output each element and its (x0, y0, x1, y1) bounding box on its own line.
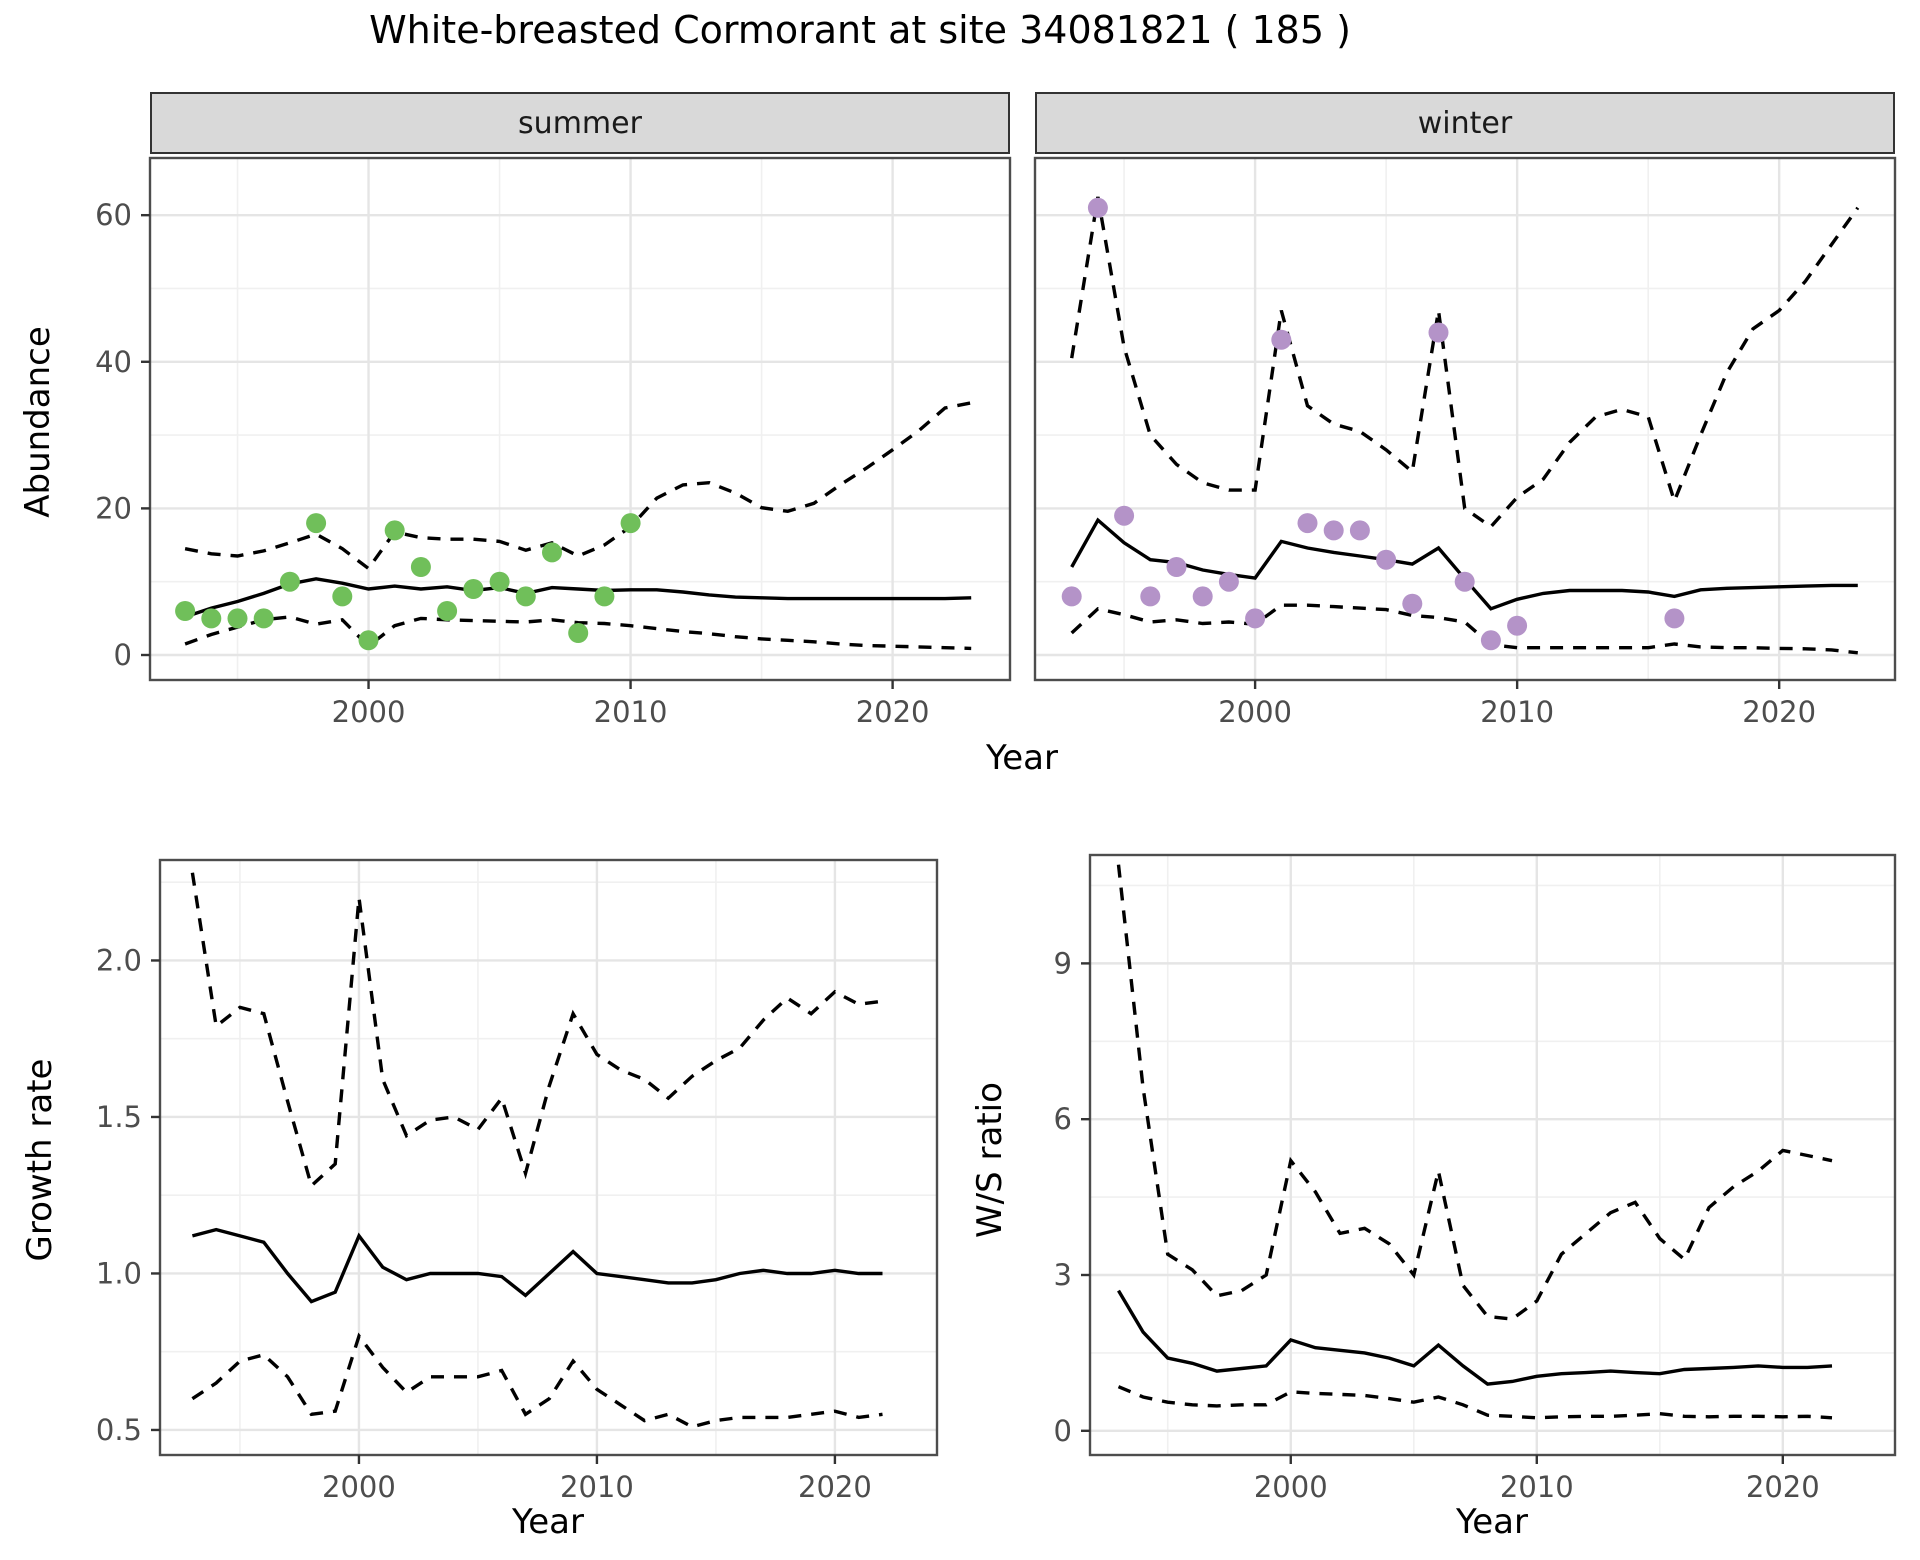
observation-point (1454, 571, 1475, 592)
x-tick-label: 2010 (594, 695, 668, 729)
observation-point (1297, 513, 1318, 534)
observation-point (227, 608, 248, 629)
observation-point (384, 520, 405, 541)
x-tick-label: 2020 (856, 695, 930, 729)
observation-point (358, 630, 379, 651)
observation-point (515, 586, 536, 607)
x-tick-label: 2010 (560, 1470, 634, 1504)
facet-strip-summer-label: summer (518, 105, 642, 141)
x-tick-label: 2020 (1746, 1470, 1820, 1504)
y-tick-label: 40 (95, 345, 132, 379)
y-tick-label: 6 (1054, 1102, 1072, 1136)
observation-point (1245, 608, 1266, 629)
ci_upper-line (1070, 196, 1860, 529)
y-tick-label: 60 (95, 198, 132, 232)
observation-point (1664, 608, 1685, 629)
x-tick-label: 2000 (1218, 695, 1292, 729)
observation-point (1271, 329, 1292, 350)
y-tick-label: 0.5 (96, 1413, 142, 1447)
observation-point (175, 601, 196, 621)
observation-point (332, 586, 353, 607)
observation-point (568, 623, 589, 643)
observation-point (542, 542, 562, 563)
median-line (184, 577, 972, 619)
panel-background (1090, 855, 1895, 1455)
panel-border (148, 156, 1012, 682)
panel-background (150, 158, 1010, 680)
x-tick-label: 2010 (1480, 695, 1554, 729)
observation-point (1507, 615, 1528, 636)
facet-strip-winter: winter (1035, 92, 1895, 154)
ci_upper-line (190, 872, 883, 1189)
observation-point (201, 608, 222, 629)
observation-point (489, 571, 510, 592)
x-axis-title-year-bottom-right: Year (1456, 1502, 1528, 1542)
observation-point (594, 586, 615, 607)
x-tick-label: 2020 (1742, 695, 1816, 729)
observation-point (253, 608, 274, 629)
x-tick-label: 2010 (1500, 1470, 1574, 1504)
observation-point (1428, 322, 1449, 343)
panel-border (1088, 853, 1897, 1457)
observation-point (1376, 549, 1397, 570)
panel-border (158, 858, 939, 1457)
y-tick-label: 3 (1054, 1258, 1072, 1292)
x-tick-label: 2020 (798, 1470, 872, 1504)
y-tick-label: 0 (1054, 1414, 1072, 1448)
observation-point (1166, 557, 1187, 577)
observation-point (1114, 505, 1135, 526)
observation-point (1087, 197, 1108, 218)
y-tick-label: 1.5 (96, 1100, 142, 1134)
observation-point (306, 513, 327, 534)
facet-strip-winter-label: winter (1417, 105, 1513, 141)
observation-point (1349, 520, 1370, 541)
observation-point (1061, 586, 1082, 607)
x-axis-title-year-bottom-left: Year (512, 1502, 584, 1542)
panel-border (1033, 156, 1897, 682)
x-tick-label: 2000 (332, 695, 406, 729)
x-tick-label: 2000 (1254, 1470, 1328, 1504)
observation-point (1192, 586, 1213, 607)
observation-point (1140, 586, 1161, 607)
observation-point (1218, 571, 1239, 592)
y-tick-label: 1.0 (96, 1256, 142, 1290)
ci_lower-line (191, 1332, 883, 1429)
observation-point (410, 557, 431, 577)
median-line (1117, 1289, 1833, 1386)
ci_upper-line (1116, 864, 1833, 1321)
ci_lower-line (1117, 1385, 1833, 1420)
ci_lower-line (1070, 603, 1858, 655)
observation-point (1402, 593, 1423, 614)
observation-point (1480, 630, 1501, 651)
observation-point (437, 601, 458, 621)
observation-point (279, 571, 300, 592)
y-tick-label: 2.0 (96, 943, 142, 977)
chart-title: White-breasted Cormorant at site 3408182… (369, 8, 1351, 52)
x-tick-label: 2000 (322, 1470, 396, 1504)
ci_lower-line (184, 615, 972, 651)
observation-point (1323, 520, 1344, 541)
facet-strip-summer: summer (150, 92, 1010, 154)
y-tick-label: 9 (1054, 946, 1072, 980)
y-tick-label: 0 (114, 638, 132, 672)
observation-point (463, 579, 484, 599)
median-line (191, 1227, 883, 1304)
x-axis-title-year-top: Year (986, 738, 1058, 778)
y-tick-label: 20 (95, 491, 132, 525)
observation-point (620, 513, 641, 534)
panel-background (160, 860, 937, 1455)
panel-background (1035, 158, 1895, 680)
